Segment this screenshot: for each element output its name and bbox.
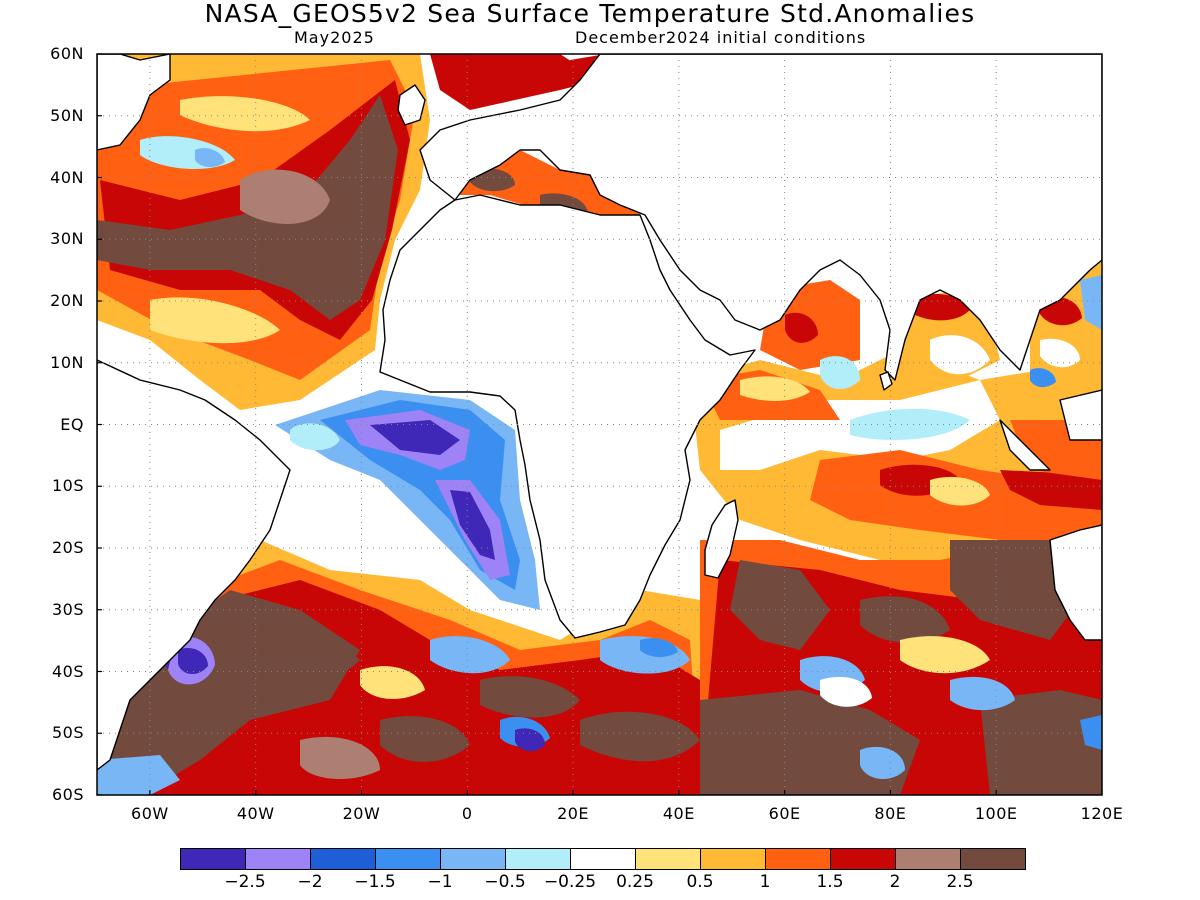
map-title: NASA_GEOS5v2 Sea Surface Temperature Std…	[204, 0, 976, 28]
lon-label: 0	[461, 804, 473, 823]
lat-label: 50S	[51, 723, 84, 743]
colorbar-swatch	[960, 848, 1026, 870]
lon-label: 120E	[1080, 804, 1124, 823]
lat-label: 40N	[50, 167, 84, 187]
lat-label: EQ	[60, 414, 84, 434]
colorbar-swatch	[635, 848, 701, 870]
africa-eurasia-land	[379, 194, 756, 639]
colorbar-swatch	[765, 848, 831, 870]
lon-label: 40W	[236, 804, 275, 823]
lon-label: 20W	[342, 804, 381, 823]
lat-label: 40S	[51, 661, 84, 681]
lat-label: 30S	[51, 599, 84, 619]
init-conditions-label: December2024 initial conditions	[575, 28, 867, 47]
colorbar-swatch	[505, 848, 571, 870]
colorbar-swatch	[180, 848, 246, 870]
colorbar-swatch	[570, 848, 636, 870]
colorbar-label: −2	[297, 872, 323, 892]
south-indian-ocean-extreme-warm	[730, 560, 830, 650]
madagascar-land	[704, 499, 739, 579]
colorbar-label: −2.5	[224, 872, 266, 892]
americas-land	[97, 54, 171, 151]
lon-label: 100E	[974, 804, 1018, 823]
lat-label: 20N	[50, 291, 84, 310]
colorbar-swatch	[375, 848, 441, 870]
lon-label: 40E	[662, 804, 695, 823]
colorbar-swatch	[245, 848, 311, 870]
axis-ticks	[97, 53, 1103, 796]
lat-label: 60S	[51, 785, 84, 804]
lat-label: 10N	[50, 352, 84, 372]
lon-label: 20E	[557, 804, 590, 823]
lon-label: 80E	[874, 804, 907, 823]
lon-label: 60E	[768, 804, 801, 823]
colorbar-swatch	[310, 848, 376, 870]
colorbar-swatch	[895, 848, 961, 870]
colorbar-label: 0.25	[616, 872, 654, 892]
lon-label: 60W	[131, 804, 169, 823]
colorbar-label: 1.5	[816, 872, 844, 892]
equatorial-atlantic-extreme-cold	[370, 420, 460, 455]
colorbar-label: 2	[889, 872, 901, 892]
colorbar-swatch	[440, 848, 506, 870]
north-atlantic-extreme-warm	[97, 95, 398, 320]
land-masses	[97, 54, 1102, 771]
lat-label: 10S	[51, 476, 84, 496]
australia-land	[1049, 524, 1102, 641]
colorbar-label: −0.5	[484, 872, 526, 892]
colorbar-swatch	[830, 848, 896, 870]
colorbar-label: 2.5	[946, 872, 974, 892]
lat-label: 20S	[51, 538, 84, 557]
colorbar-swatch	[700, 848, 766, 870]
colorbar-label: 1	[759, 872, 771, 892]
lat-label: 30N	[50, 229, 84, 249]
colorbar-label: −1	[427, 872, 453, 892]
colorbar-label: −1.5	[354, 872, 396, 892]
lat-label: 50N	[50, 105, 84, 125]
colorbar-label: −0.25	[543, 872, 597, 892]
anomaly-field	[97, 54, 1102, 795]
valid-month-label: May2025	[294, 28, 375, 47]
colorbar-label: 0.5	[686, 872, 714, 892]
lat-label: 60N	[50, 44, 84, 63]
